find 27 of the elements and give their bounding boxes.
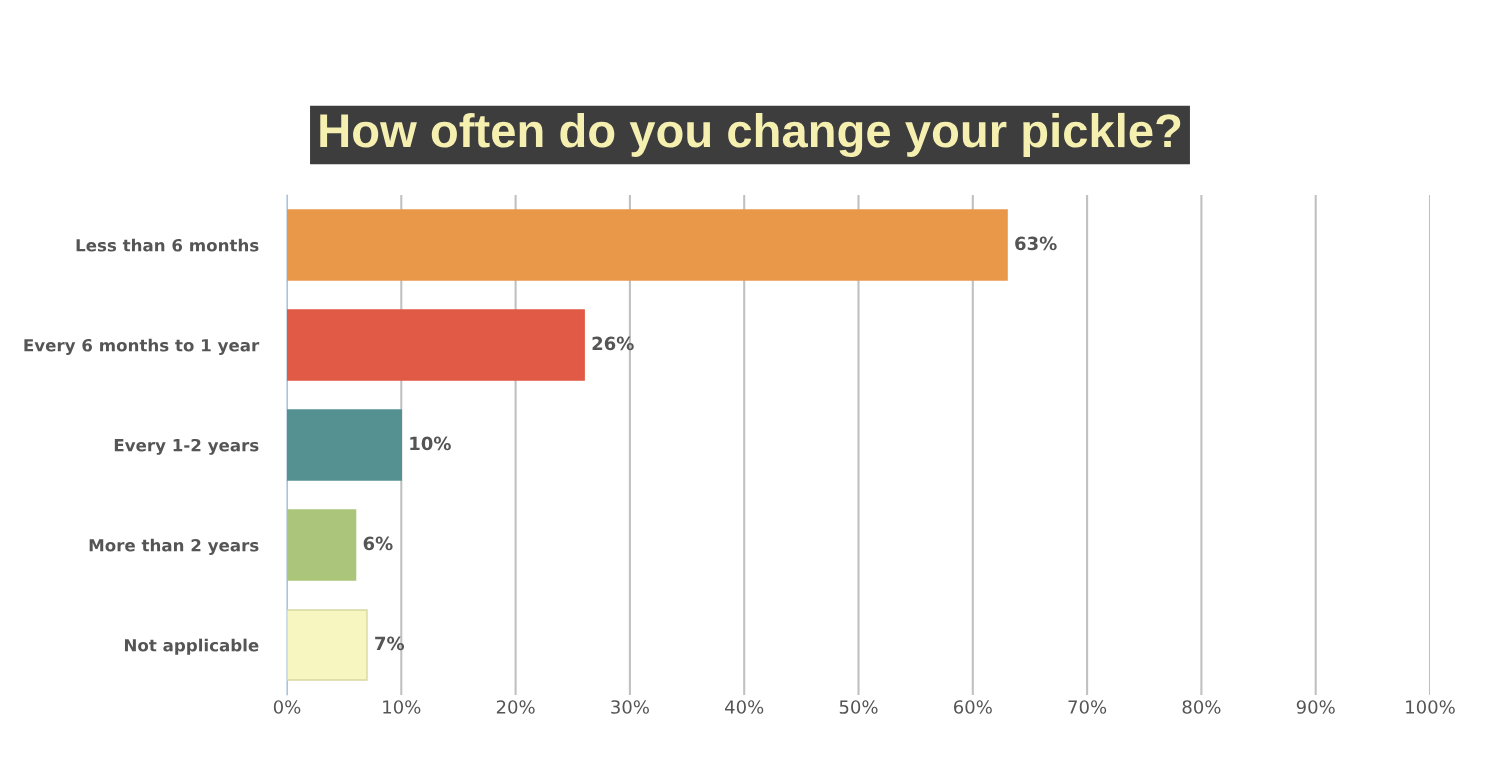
- bar: [287, 609, 368, 681]
- data-label: 26%: [592, 336, 634, 351]
- y-tick-label: More than 2 years: [89, 538, 259, 555]
- x-tick-label: 10%: [383, 700, 421, 714]
- y-tick-label: Every 1-2 years: [114, 438, 259, 455]
- x-tick-label: 30%: [611, 700, 649, 714]
- bar: [287, 509, 357, 581]
- y-tick-label: Not applicable: [124, 638, 259, 655]
- x-tick-label: 0%: [273, 700, 301, 714]
- data-label: 7%: [375, 636, 405, 651]
- x-tick-label: 70%: [1068, 700, 1107, 714]
- data-label: 63%: [1015, 236, 1057, 251]
- bar: [287, 409, 402, 481]
- x-tick-label: 90%: [1296, 700, 1335, 714]
- y-tick-label: Every 6 months to 1 year: [24, 338, 260, 355]
- x-tick-label: 100%: [1406, 700, 1455, 714]
- bar: [287, 209, 1008, 281]
- bar: [287, 309, 585, 381]
- x-tick-label: 50%: [839, 700, 878, 714]
- data-label: 10%: [410, 436, 451, 451]
- data-label: 6%: [363, 536, 393, 551]
- chart-title: How often do you change your pickle?: [320, 112, 1181, 158]
- x-tick-label: 20%: [496, 700, 535, 714]
- x-tick-label: 60%: [954, 700, 992, 714]
- x-tick-label: 40%: [725, 700, 764, 714]
- y-tick-label: Less than 6 months: [76, 238, 259, 252]
- x-tick-label: 80%: [1182, 700, 1221, 714]
